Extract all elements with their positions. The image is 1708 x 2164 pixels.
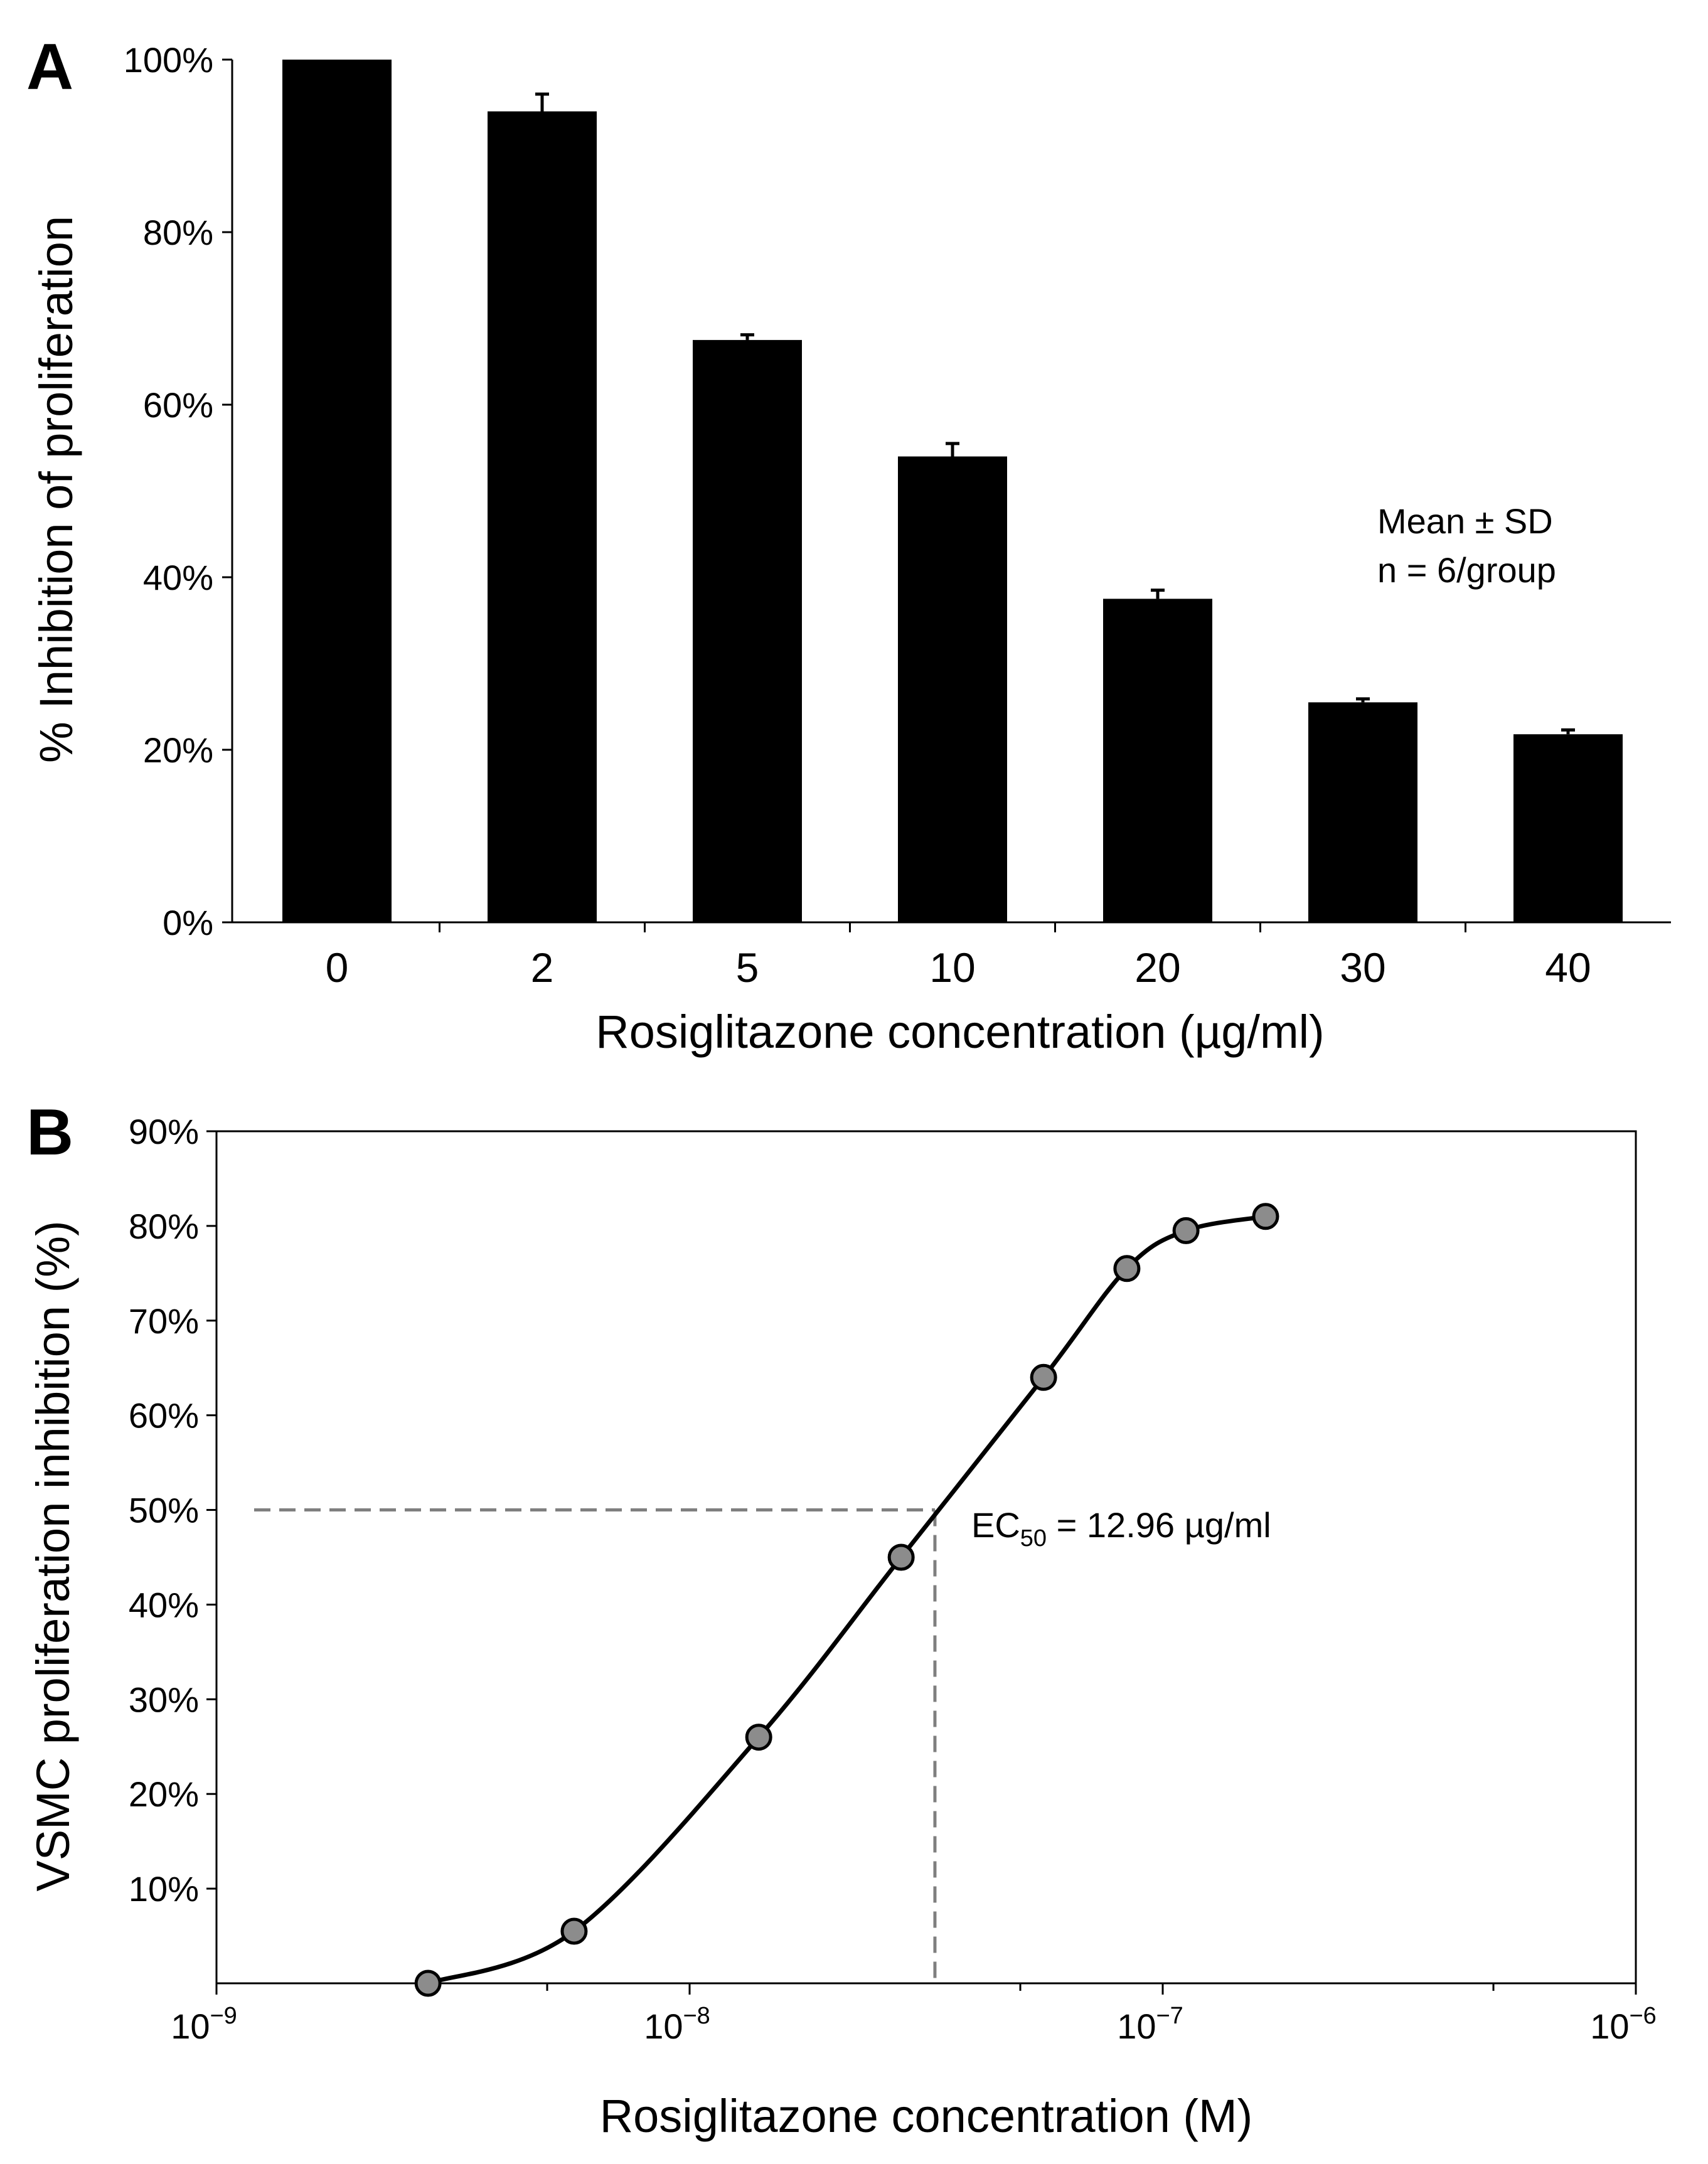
ec50-suffix: = 12.96 µg/ml (1047, 1505, 1271, 1545)
panel-a-x-axis-title: Rosiglitazone concentration (µg/ml) (595, 1006, 1324, 1058)
panel-a-y-axis-title: % Inhibition of proliferation (30, 216, 82, 763)
panel-b-x-tick-label: 10−6 (1590, 2003, 1657, 2046)
panel-a-bar-chart: A 0% 20% 40% 60% 80% 100% 0 2 5 10 20 30 40 Rosigli… (26, 31, 1671, 1058)
ec50-prefix: EC (971, 1505, 1020, 1545)
panel-a-x-tick-label: 2 (531, 944, 554, 991)
panel-b-x-tick-exponent: −6 (1629, 2003, 1656, 2029)
panel-b-data-point (1172, 1217, 1200, 1244)
panel-b-y-tick-label: 30% (129, 1680, 199, 1719)
panel-a-x-tick-label: 30 (1340, 944, 1385, 991)
panel-a-bar (488, 111, 597, 922)
panel-b-x-tick-exponent: −7 (1156, 2003, 1183, 2029)
panel-a-y-tick-label: 60% (143, 385, 213, 425)
panel-b-x-tick-base: 10 (1590, 2007, 1629, 2046)
panel-a-bar (282, 60, 392, 922)
panel-a-annotation-mean-sd: Mean ± SD (1377, 501, 1553, 541)
panel-a-y-tick-label: 40% (143, 558, 213, 597)
panel-b-y-tick-label: 40% (129, 1585, 199, 1624)
panel-b-line-chart: B 10%20%30%40%50%60%70%80%90% 10−9 10−8 10… (26, 1096, 1657, 2142)
panel-a-annotation-n: n = 6/group (1377, 550, 1556, 590)
panel-b-x-tick-base: 10 (644, 2007, 683, 2046)
panel-a-y-tick-label: 20% (143, 730, 213, 770)
panel-b-fit-curve (427, 1214, 1266, 1986)
panel-a-x-tick-label: 0 (326, 944, 349, 991)
panel-b-y-tick-label: 70% (129, 1301, 199, 1341)
panel-b-x-tick-label: 10−8 (644, 2003, 710, 2046)
panel-a-x-ticks: 0 2 5 10 20 30 40 (326, 922, 1591, 991)
panel-b-data-point (1252, 1203, 1279, 1230)
panel-b-x-axis-title: Rosiglitazone concentration (M) (600, 2090, 1253, 2142)
panel-b-ec50-guides (254, 1508, 937, 1983)
panel-b-data-point (560, 1917, 588, 1945)
panel-a-y-tick-label: 100% (124, 40, 213, 80)
panel-b-data-point (745, 1724, 772, 1751)
panel-a-y-tick-label: 0% (163, 903, 213, 942)
panel-a-bar (898, 456, 1007, 922)
panel-b-x-tick-label: 10−9 (171, 2003, 237, 2046)
panel-b-data-point (414, 1969, 442, 1997)
panel-b-data-points (414, 1203, 1279, 1997)
panel-b-data-point (1030, 1363, 1057, 1391)
panel-a-y-ticks: 0% 20% 40% 60% 80% 100% (124, 40, 232, 942)
panel-a-bar (1513, 734, 1623, 922)
panel-b-plot-frame (215, 1130, 1637, 1985)
panel-b-y-axis-title: VSMC proliferation inhibition (%) (27, 1220, 79, 1891)
ec50-subscript: 50 (1020, 1525, 1047, 1552)
panel-b-x-tick-base: 10 (171, 2007, 210, 2046)
panel-a-x-tick-label: 40 (1545, 944, 1591, 991)
panel-a-x-tick-label: 10 (929, 944, 975, 991)
panel-b-y-ticks: 10% 20% 30% 40% 50% 60% 70% 80% 90% (129, 1112, 216, 1909)
panel-b-x-tick-label: 10−7 (1117, 2003, 1183, 2046)
panel-b-x-tick-exponent: −9 (210, 2003, 237, 2029)
panel-b-y-tick-label: 20% (129, 1774, 199, 1814)
panel-a-x-tick-label: 20 (1134, 944, 1180, 991)
panel-b-x-tick-base: 10 (1117, 2007, 1156, 2046)
panel-b-data-point (887, 1543, 915, 1571)
panel-a-y-tick-label: 80% (143, 213, 213, 252)
panel-b-data-point (1113, 1255, 1141, 1282)
panel-b-x-tick-exponent: −8 (683, 2003, 710, 2029)
panel-b-y-tick-label: 60% (129, 1396, 199, 1436)
panel-b-ec50-label: EC50 = 12.96 µg/ml (971, 1505, 1271, 1552)
panel-a-label: A (26, 31, 73, 104)
panel-a-bar (1103, 599, 1212, 922)
panel-b-y-tick-label: 10% (129, 1869, 199, 1909)
panel-b-label: B (26, 1096, 73, 1169)
panel-a-bars (282, 60, 1623, 922)
panel-b-y-tick-label: 90% (129, 1112, 199, 1151)
panel-a-bar (1308, 702, 1417, 922)
panel-a-x-tick-label: 5 (736, 944, 759, 991)
panel-b-y-tick-label: 50% (129, 1491, 199, 1530)
panel-b-x-ticks: 10−9 10−8 10−7 10−6 (171, 1983, 1657, 2046)
panel-b-y-tick-label: 80% (129, 1207, 199, 1246)
panel-a-bar (693, 339, 802, 922)
